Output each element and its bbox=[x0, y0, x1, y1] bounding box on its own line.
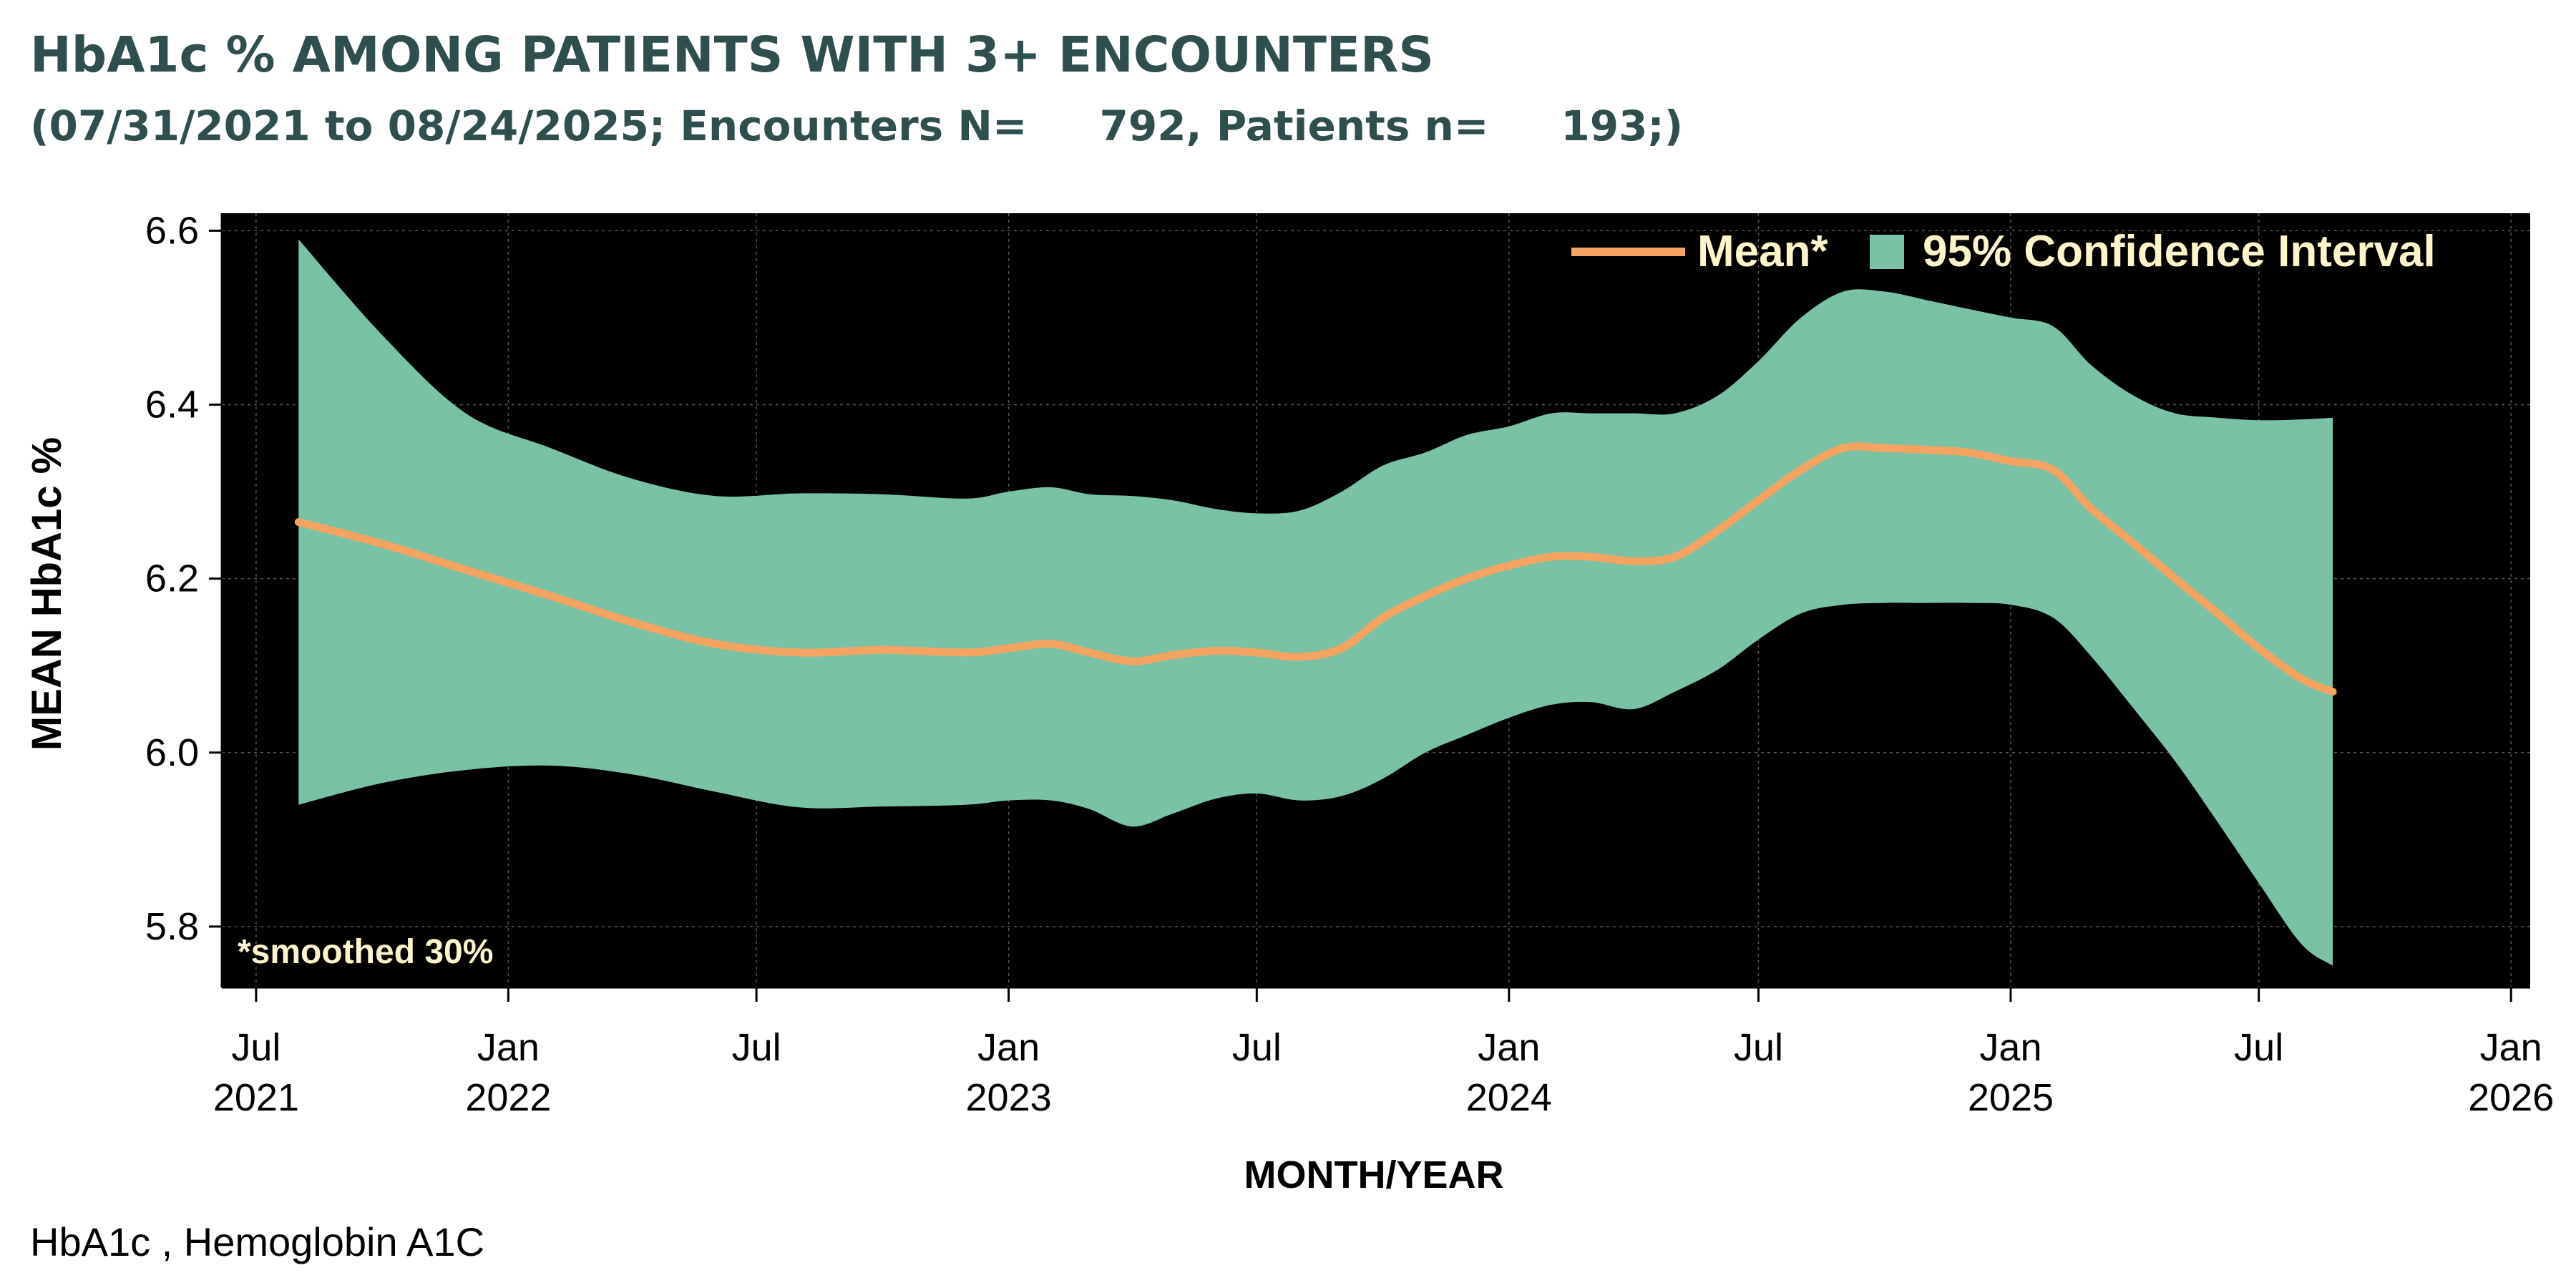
x-tick-year: 2023 bbox=[966, 1076, 1052, 1119]
smoothing-annotation: *smoothed 30% bbox=[238, 933, 493, 971]
y-tick-label: 6.2 bbox=[145, 557, 199, 600]
x-tick-month: Jan bbox=[1478, 1026, 1540, 1069]
y-tick-label: 6.4 bbox=[145, 383, 199, 426]
y-tick-label: 6.6 bbox=[145, 209, 199, 252]
x-tick-month: Jan bbox=[2480, 1026, 2542, 1069]
x-tick-month: Jul bbox=[1232, 1026, 1282, 1069]
legend-mean-label: Mean* bbox=[1697, 227, 1828, 276]
x-tick-month: Jan bbox=[977, 1026, 1040, 1069]
x-tick-year: 2022 bbox=[465, 1076, 551, 1119]
footnote: HbA1c , Hemoglobin A1C bbox=[30, 1219, 484, 1264]
x-tick-month: Jan bbox=[1979, 1026, 2041, 1069]
chart-title: HbA1c % AMONG PATIENTS WITH 3+ ENCOUNTER… bbox=[30, 26, 1434, 84]
x-tick-year: 2025 bbox=[1968, 1076, 2054, 1119]
x-axis-title: MONTH/YEAR bbox=[1244, 1153, 1504, 1196]
y-tick-label: 5.8 bbox=[145, 905, 199, 948]
mean-line bbox=[294, 442, 2337, 696]
x-tick-month: Jul bbox=[732, 1026, 781, 1069]
x-tick-year: 2026 bbox=[2468, 1076, 2554, 1119]
legend-ci-swatch bbox=[1870, 235, 1904, 269]
legend-ci-label: 95% Confidence Interval bbox=[1923, 227, 2436, 276]
x-tick-month: Jul bbox=[1734, 1026, 1783, 1069]
chart-subtitle: (07/31/2021 to 08/24/2025; Encounters N=… bbox=[30, 102, 1683, 150]
x-tick-month: Jul bbox=[2234, 1026, 2283, 1069]
y-tick-label: 6.0 bbox=[145, 731, 199, 774]
x-tick-month: Jan bbox=[477, 1026, 540, 1069]
legend: Mean* 95% Confidence Interval bbox=[1571, 227, 2436, 276]
x-tick-month: Jul bbox=[231, 1026, 280, 1069]
y-axis-title: MEAN HbA1c % bbox=[24, 437, 70, 751]
x-tick-year: 2021 bbox=[213, 1076, 299, 1119]
confidence-band bbox=[298, 239, 2333, 966]
x-tick-year: 2024 bbox=[1466, 1076, 1552, 1119]
axes: 5.8 6.0 6.2 6.4 6.6 Jul 2021 Jan 2022 Jul Jan 2023 J… bbox=[145, 209, 2554, 1119]
